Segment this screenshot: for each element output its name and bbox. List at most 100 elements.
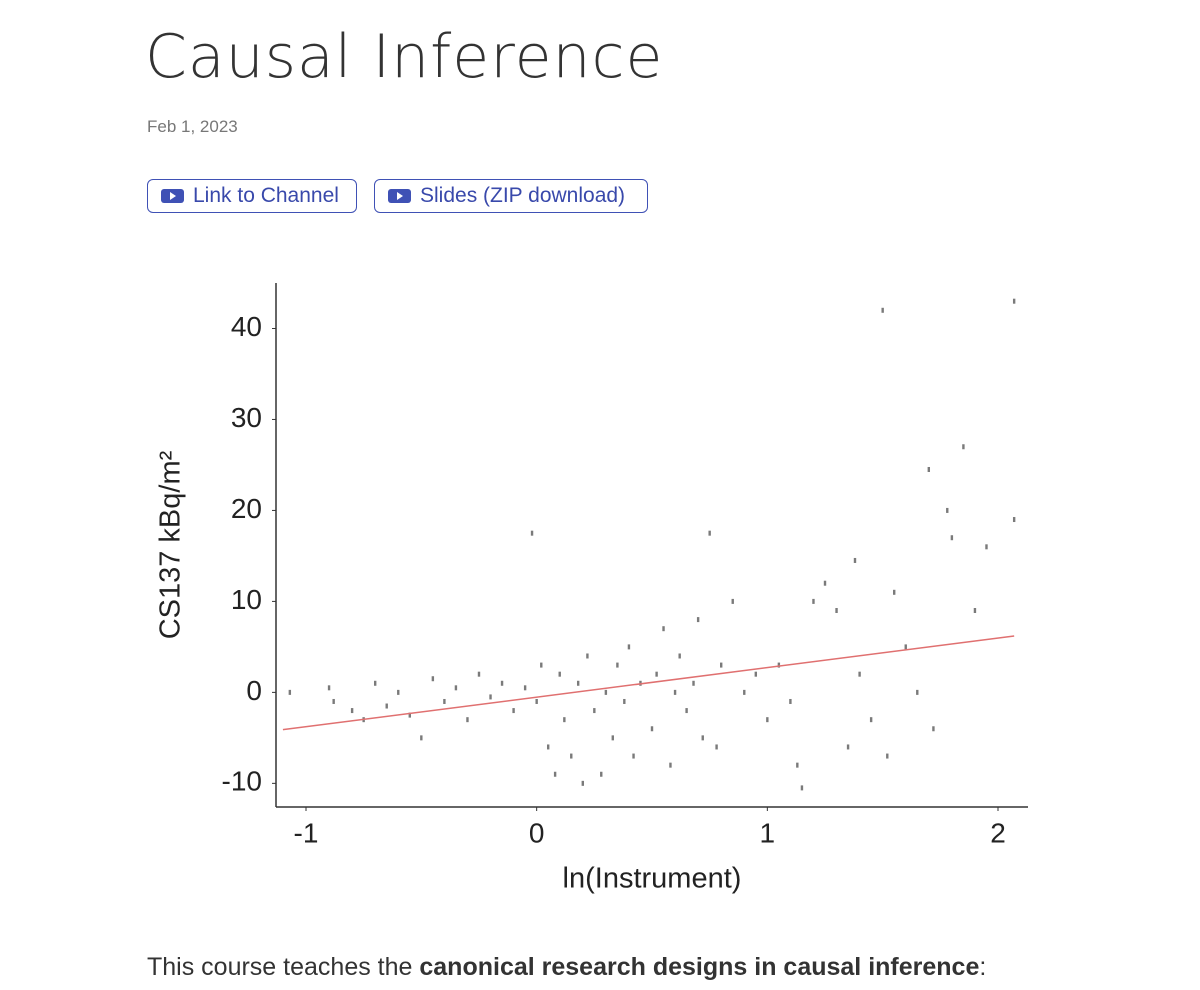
- scatter-point: [673, 689, 677, 695]
- scatter-point: [835, 608, 838, 613]
- scatter-point: [655, 671, 658, 677]
- scatter-point: [632, 753, 635, 759]
- scatter-point: [408, 712, 411, 718]
- scatter-point: [946, 507, 949, 513]
- x-tick-label: -1: [294, 817, 319, 848]
- y-tick-label: 10: [231, 584, 262, 615]
- scatter-point: [800, 785, 804, 791]
- scatter-point: [1012, 517, 1016, 523]
- scatter-point: [373, 680, 377, 686]
- y-tick-label: 40: [231, 311, 262, 342]
- scatter-point: [853, 557, 857, 563]
- scatter-point: [650, 726, 654, 732]
- scatter-point: [927, 466, 931, 472]
- button-label: Link to Channel: [193, 184, 339, 207]
- scatter-point: [523, 685, 527, 691]
- scatter-point: [535, 698, 538, 704]
- scatter-point: [678, 653, 681, 659]
- post-date: Feb 1, 2023: [147, 117, 238, 136]
- scatter-point: [893, 589, 896, 595]
- scatter-point: [553, 771, 557, 777]
- scatter-point: [669, 762, 672, 768]
- scatter-point: [796, 762, 799, 768]
- scatter-point: [777, 662, 781, 668]
- scatter-point: [466, 717, 469, 723]
- button-label: Slides (ZIP download): [420, 184, 626, 207]
- scatter-point: [616, 662, 619, 668]
- scatter-point: [420, 735, 423, 741]
- scatter-point: [720, 662, 723, 668]
- scatter-point: [916, 689, 919, 695]
- scatter-point: [858, 671, 861, 677]
- y-tick-label: -10: [222, 766, 262, 797]
- scatter-point: [731, 598, 734, 604]
- text: :: [979, 953, 987, 981]
- scatter-point: [904, 644, 907, 650]
- scatter-point: [1012, 298, 1016, 304]
- scatter-point: [600, 771, 603, 777]
- scatter-point: [431, 676, 435, 682]
- bold-text: canonical research designs in causal inf…: [419, 953, 980, 981]
- fit-line: [282, 635, 1015, 731]
- scatter-point: [581, 780, 584, 786]
- scatter-point: [985, 544, 988, 550]
- scatter-point: [692, 680, 695, 686]
- scatter-point: [586, 653, 589, 659]
- scatter-point: [623, 698, 626, 704]
- scatter-point: [512, 708, 515, 714]
- y-tick-label: 30: [231, 402, 262, 433]
- scatter-point: [350, 708, 354, 714]
- scatter-point: [443, 698, 446, 704]
- scatter-point: [932, 726, 935, 732]
- scatter-point: [973, 608, 977, 613]
- x-tick-label: 2: [990, 817, 1006, 848]
- scatter-point: [701, 735, 704, 741]
- scatter-point: [477, 671, 481, 677]
- scatter-point: [696, 617, 700, 623]
- y-axis-label: CS137 kBq/m²: [155, 450, 187, 639]
- scatter-point: [604, 689, 608, 695]
- x-tick-label: 0: [529, 817, 545, 848]
- scatter-point: [576, 680, 580, 686]
- scatter-point: [385, 703, 388, 709]
- intro-paragraph: This course teaches the canonical resear…: [147, 953, 986, 982]
- y-tick-label: 0: [246, 675, 262, 706]
- page-title: Causal Inference: [145, 22, 664, 92]
- scatter-point: [743, 689, 746, 695]
- scatter-point: [766, 717, 769, 723]
- scatter-point: [846, 744, 850, 750]
- scatter-point: [489, 694, 492, 700]
- scatter-point: [454, 685, 458, 691]
- scatter-point: [881, 307, 884, 313]
- scatter-point: [327, 685, 331, 691]
- scatter-point: [823, 580, 827, 586]
- scatter-point: [530, 530, 534, 536]
- scatter-point: [886, 753, 889, 759]
- x-axis-label: ln(Instrument): [563, 863, 742, 895]
- scatter-point: [570, 753, 573, 759]
- scatter-point: [789, 698, 792, 704]
- scatter-point: [754, 671, 758, 677]
- scatter-point: [715, 744, 718, 750]
- scatter-point: [500, 680, 504, 686]
- scatter-point: [950, 535, 954, 541]
- scatter-point: [563, 717, 566, 723]
- scatter-point: [812, 598, 815, 604]
- chart: ln(Instrument) CS137 kBq/m² -10010203040…: [155, 283, 1028, 895]
- scatter-point: [332, 698, 335, 704]
- text: This course teaches the: [147, 953, 420, 981]
- x-tick-label: 1: [760, 817, 776, 848]
- video-icon: [161, 189, 184, 203]
- scatter-point: [546, 744, 550, 750]
- scatter-point: [662, 626, 665, 632]
- slides-button[interactable]: Slides (ZIP download): [374, 179, 648, 213]
- scatter-point: [288, 689, 292, 695]
- scatter-point: [558, 671, 561, 677]
- scatter-point: [685, 708, 688, 714]
- scatter-point: [593, 708, 596, 714]
- scatter-point: [708, 530, 711, 536]
- scatter-point: [962, 444, 965, 450]
- channel-button[interactable]: Link to Channel: [147, 179, 357, 213]
- scatter-point: [869, 717, 873, 723]
